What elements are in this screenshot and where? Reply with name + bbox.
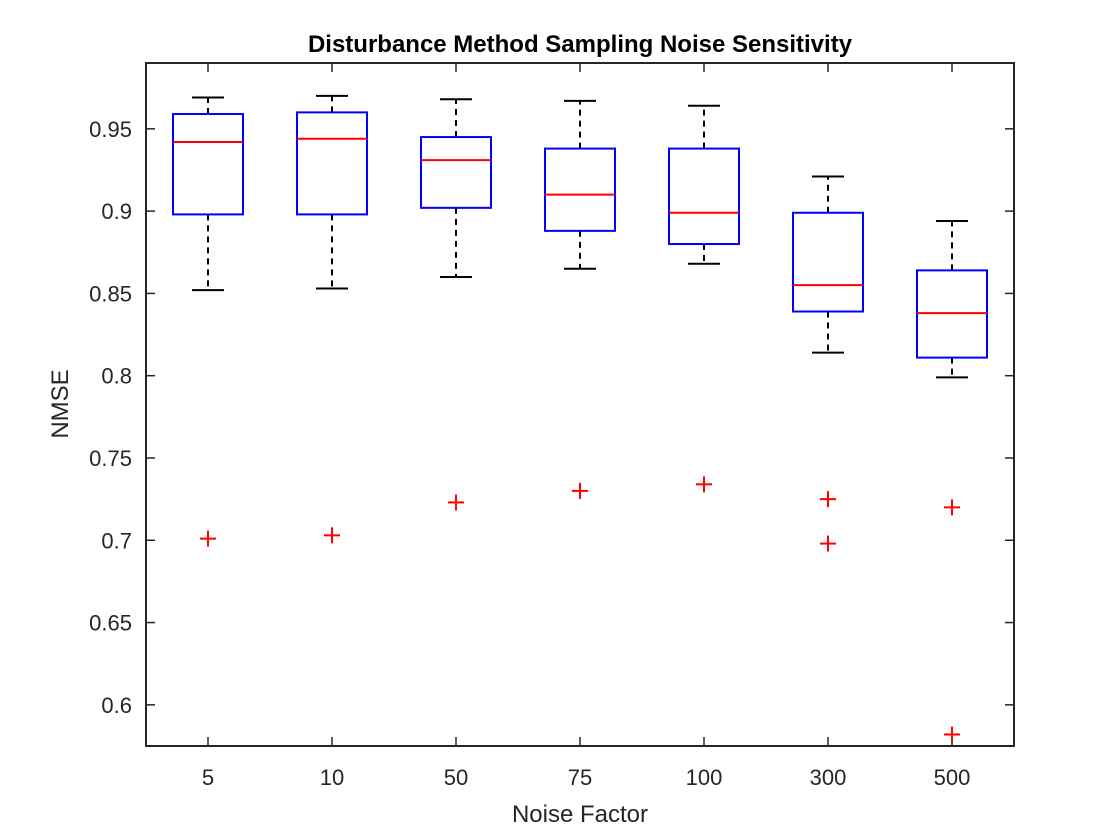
x-tick-label: 300 xyxy=(810,765,847,790)
y-tick-label: 0.9 xyxy=(101,199,132,224)
x-tick-label: 500 xyxy=(934,765,971,790)
y-axis-label: NMSE xyxy=(47,369,74,438)
x-tick-label: 10 xyxy=(320,765,344,790)
outlier-marker xyxy=(696,476,712,493)
x-tick-label: 50 xyxy=(444,765,468,790)
outlier-marker xyxy=(820,535,836,552)
box-iqr xyxy=(296,111,368,216)
box-iqr xyxy=(544,147,616,232)
y-tick-label: 0.85 xyxy=(89,281,132,306)
x-tick-label: 100 xyxy=(686,765,723,790)
y-tick-label: 0.65 xyxy=(89,611,132,636)
outlier-marker xyxy=(820,491,836,508)
y-tick-label: 0.75 xyxy=(89,446,132,471)
chart-title: Disturbance Method Sampling Noise Sensit… xyxy=(308,31,853,58)
x-tick-label: 75 xyxy=(568,765,592,790)
plot-frame xyxy=(145,62,1015,747)
plot-area: 0.6 0.65 0.7 0.75 0.8 0.85 0.9 0.95 5 10 50 75 100 30… xyxy=(89,63,1014,790)
box-iqr xyxy=(668,147,740,246)
outlier-marker xyxy=(944,499,960,516)
y-tick-label: 0.95 xyxy=(89,117,132,142)
y-tick-label: 0.6 xyxy=(101,693,132,718)
box-iqr xyxy=(792,211,864,313)
outlier-marker xyxy=(572,482,588,499)
x-axis-label: Noise Factor xyxy=(512,801,648,828)
box-iqr xyxy=(420,136,492,209)
outlier-marker xyxy=(200,530,216,547)
y-tick-label: 0.7 xyxy=(101,528,132,553)
x-tick-label: 5 xyxy=(202,765,214,790)
outlier-marker xyxy=(324,527,340,544)
y-tick-label: 0.8 xyxy=(101,364,132,389)
outlier-marker xyxy=(944,726,960,743)
outlier-marker xyxy=(448,494,464,511)
box-iqr xyxy=(172,113,244,216)
